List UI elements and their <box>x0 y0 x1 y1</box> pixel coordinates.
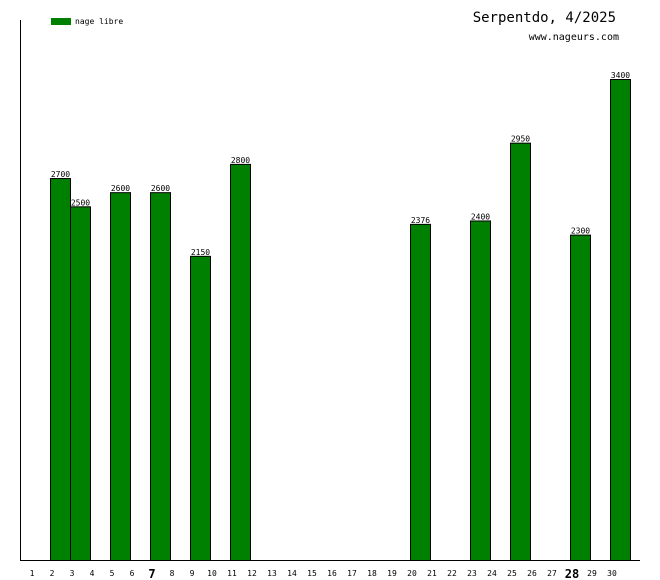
x-tick-label: 23 <box>467 569 477 578</box>
bar <box>150 192 171 561</box>
bar-value-label: 3400 <box>611 71 630 80</box>
x-tick-label: 6 <box>130 569 135 578</box>
bar-value-label: 2600 <box>151 184 170 193</box>
x-tick-label: 19 <box>387 569 397 578</box>
bar-value-label: 2500 <box>71 198 90 207</box>
x-tick-label: 10 <box>207 569 217 578</box>
x-tick-label: 26 <box>527 569 537 578</box>
bar <box>230 163 251 561</box>
x-tick-label: 7 <box>148 567 155 580</box>
x-tick-label: 1 <box>30 569 35 578</box>
x-tick-label: 13 <box>267 569 277 578</box>
x-tick-label: 5 <box>110 569 115 578</box>
x-tick-label: 24 <box>487 569 497 578</box>
bar <box>190 255 211 561</box>
x-tick-label: 30 <box>607 569 617 578</box>
x-tick-label: 9 <box>190 569 195 578</box>
x-tick-label: 11 <box>227 569 237 578</box>
x-tick-label: 28 <box>565 567 579 580</box>
chart-title: Serpentdo, 4/2025 <box>472 10 616 26</box>
x-tick-label: 25 <box>507 569 517 578</box>
bar <box>510 142 531 561</box>
x-tick-label: 14 <box>287 569 297 578</box>
x-tick-label: 27 <box>547 569 557 578</box>
bar <box>610 79 631 561</box>
bar-value-label: 2800 <box>231 156 250 165</box>
x-tick-label: 2 <box>50 569 55 578</box>
x-tick-label: 29 <box>587 569 597 578</box>
bar <box>410 223 431 561</box>
legend-label: nage libre <box>75 17 124 26</box>
x-tick-label: 22 <box>447 569 457 578</box>
legend-swatch <box>51 18 71 25</box>
x-tick-label: 4 <box>90 569 95 578</box>
bar-value-label: 2300 <box>571 227 590 236</box>
bar <box>110 192 131 561</box>
bar <box>570 234 591 561</box>
bar-value-label: 2950 <box>511 135 530 144</box>
bar-value-label: 2150 <box>191 248 210 257</box>
bar-value-label: 2600 <box>111 184 130 193</box>
bar <box>50 178 71 561</box>
bar-value-label: 2376 <box>411 216 430 225</box>
x-tick-label: 18 <box>367 569 377 578</box>
x-tick-label: 12 <box>247 569 257 578</box>
legend: nage libre <box>51 17 123 26</box>
x-tick-label: 17 <box>347 569 357 578</box>
bar-value-label: 2700 <box>51 170 70 179</box>
x-tick-label: 21 <box>427 569 437 578</box>
bar-value-label: 2400 <box>471 212 490 221</box>
x-tick-label: 20 <box>407 569 417 578</box>
x-tick-label: 8 <box>170 569 175 578</box>
x-tick-label: 3 <box>70 569 75 578</box>
site-url: www.nageurs.com <box>528 32 619 43</box>
x-tick-label: 15 <box>307 569 317 578</box>
bar <box>470 220 491 561</box>
x-tick-label: 16 <box>327 569 337 578</box>
bar <box>70 206 91 562</box>
